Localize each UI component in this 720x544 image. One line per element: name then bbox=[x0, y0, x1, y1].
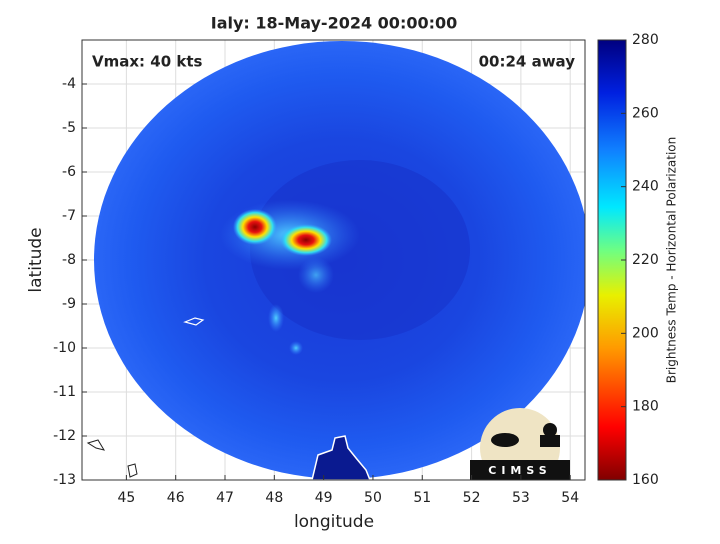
y-tick-label: -13 bbox=[53, 472, 76, 488]
colorbar-tick-label: 280 bbox=[632, 32, 659, 48]
colorbar-tick-label: 200 bbox=[632, 325, 659, 341]
y-tick-label: -7 bbox=[62, 208, 76, 224]
y-tick-label: -12 bbox=[53, 428, 76, 444]
logo-text: CIMSS bbox=[488, 464, 551, 477]
y-tick-label: -11 bbox=[53, 384, 76, 400]
chart-title: Ialy: 18-May-2024 00:00:00 bbox=[211, 14, 458, 33]
logo: CIMSS bbox=[470, 408, 570, 480]
coastline bbox=[311, 435, 371, 480]
hot-spot bbox=[233, 209, 277, 245]
coastline bbox=[183, 317, 205, 326]
colorbar-label: Brightness Temp - Horizontal Polarizatio… bbox=[665, 137, 679, 384]
x-tick-label: 50 bbox=[364, 490, 382, 506]
x-tick-label: 51 bbox=[413, 490, 431, 506]
coastline bbox=[86, 439, 106, 451]
colorbar-tick-label: 240 bbox=[632, 179, 659, 195]
y-tick-label: -6 bbox=[62, 164, 76, 180]
annotation: Vmax: 40 kts bbox=[92, 53, 202, 71]
x-tick-label: 52 bbox=[463, 490, 481, 506]
x-tick-label: 54 bbox=[561, 490, 579, 506]
y-tick-label: -9 bbox=[62, 296, 76, 312]
y-tick-label: -8 bbox=[62, 252, 76, 268]
warm-spot bbox=[289, 341, 303, 355]
x-tick-label: 47 bbox=[216, 490, 234, 506]
x-axis-label: longitude bbox=[294, 512, 374, 532]
y-axis-label: latitude bbox=[26, 227, 46, 292]
x-tick-label: 49 bbox=[315, 490, 333, 506]
warm-spot bbox=[298, 257, 334, 293]
image: CIMSS bbox=[86, 41, 585, 480]
colorbar-tick-label: 260 bbox=[632, 105, 659, 121]
colorbar-tick-label: 160 bbox=[632, 472, 659, 488]
annotation: 00:24 away bbox=[479, 53, 576, 71]
y-tick-label: -10 bbox=[53, 340, 76, 356]
y-tick-label: -5 bbox=[62, 120, 76, 136]
y-tick-label: -4 bbox=[62, 76, 76, 92]
x-tick-label: 53 bbox=[512, 490, 530, 506]
hot-spot bbox=[280, 224, 332, 256]
coastline bbox=[127, 463, 138, 478]
x-tick-label: 48 bbox=[265, 490, 283, 506]
colorbar-tick-label: 180 bbox=[632, 399, 659, 415]
colorbar-tick-label: 220 bbox=[632, 252, 659, 268]
x-tick-label: 46 bbox=[167, 490, 185, 506]
warm-spot bbox=[268, 304, 284, 332]
x-tick-label: 45 bbox=[117, 490, 135, 506]
